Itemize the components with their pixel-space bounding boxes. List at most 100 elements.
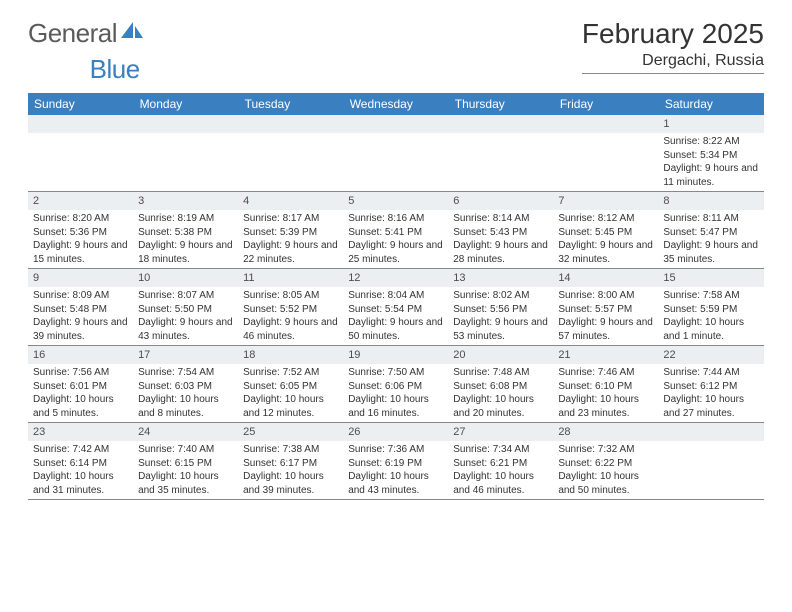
day-detail: Sunrise: 8:12 AMSunset: 5:45 PMDaylight:… [553,210,658,268]
sunrise-text: Sunrise: 8:12 AM [558,212,653,226]
day-detail: Sunrise: 7:58 AMSunset: 5:59 PMDaylight:… [658,287,763,345]
calendar-empty-cell [238,115,343,192]
weekday-header: Friday [553,93,658,115]
daylight-text: Daylight: 9 hours and 11 minutes. [663,162,758,189]
daylight-text: Daylight: 10 hours and 20 minutes. [453,393,548,420]
day-detail: Sunrise: 8:17 AMSunset: 5:39 PMDaylight:… [238,210,343,268]
day-detail: Sunrise: 7:36 AMSunset: 6:19 PMDaylight:… [343,441,448,499]
day-number: 26 [343,423,448,441]
day-number: 7 [553,192,658,210]
day-number: 3 [133,192,238,210]
day-detail: Sunrise: 8:09 AMSunset: 5:48 PMDaylight:… [28,287,133,345]
day-number: 16 [28,346,133,364]
day-number: 10 [133,269,238,287]
sunset-text: Sunset: 5:41 PM [348,226,443,240]
day-detail [28,133,133,191]
daylight-text: Daylight: 9 hours and 25 minutes. [348,239,443,266]
day-detail: Sunrise: 7:32 AMSunset: 6:22 PMDaylight:… [553,441,658,499]
sunset-text: Sunset: 6:15 PM [138,457,233,471]
day-detail: Sunrise: 8:05 AMSunset: 5:52 PMDaylight:… [238,287,343,345]
day-number: 6 [448,192,553,210]
sunrise-text: Sunrise: 8:02 AM [453,289,548,303]
day-number: 9 [28,269,133,287]
daylight-text: Daylight: 10 hours and 27 minutes. [663,393,758,420]
calendar-day-cell: 20Sunrise: 7:48 AMSunset: 6:08 PMDayligh… [448,346,553,423]
calendar-day-cell: 12Sunrise: 8:04 AMSunset: 5:54 PMDayligh… [343,269,448,346]
calendar-day-cell: 21Sunrise: 7:46 AMSunset: 6:10 PMDayligh… [553,346,658,423]
sunset-text: Sunset: 5:59 PM [663,303,758,317]
day-number: 2 [28,192,133,210]
day-detail: Sunrise: 8:11 AMSunset: 5:47 PMDaylight:… [658,210,763,268]
day-number: 5 [343,192,448,210]
day-number: 22 [658,346,763,364]
day-number: 18 [238,346,343,364]
daylight-text: Daylight: 10 hours and 50 minutes. [558,470,653,497]
sunrise-text: Sunrise: 8:07 AM [138,289,233,303]
daylight-text: Daylight: 10 hours and 46 minutes. [453,470,548,497]
sunrise-text: Sunrise: 8:20 AM [33,212,128,226]
day-number: 28 [553,423,658,441]
calendar-head: SundayMondayTuesdayWednesdayThursdayFrid… [28,93,764,115]
sunrise-text: Sunrise: 8:19 AM [138,212,233,226]
sunset-text: Sunset: 6:19 PM [348,457,443,471]
day-detail: Sunrise: 8:22 AMSunset: 5:34 PMDaylight:… [658,133,763,191]
day-detail: Sunrise: 7:44 AMSunset: 6:12 PMDaylight:… [658,364,763,422]
sunset-text: Sunset: 5:52 PM [243,303,338,317]
daylight-text: Daylight: 9 hours and 39 minutes. [33,316,128,343]
sunset-text: Sunset: 6:17 PM [243,457,338,471]
day-number: 4 [238,192,343,210]
daylight-text: Daylight: 9 hours and 43 minutes. [138,316,233,343]
sunrise-text: Sunrise: 7:32 AM [558,443,653,457]
day-detail: Sunrise: 7:56 AMSunset: 6:01 PMDaylight:… [28,364,133,422]
calendar-day-cell: 14Sunrise: 8:00 AMSunset: 5:57 PMDayligh… [553,269,658,346]
calendar-day-cell: 1Sunrise: 8:22 AMSunset: 5:34 PMDaylight… [658,115,763,192]
sunset-text: Sunset: 6:01 PM [33,380,128,394]
day-detail: Sunrise: 7:42 AMSunset: 6:14 PMDaylight:… [28,441,133,499]
day-number: 12 [343,269,448,287]
logo-text-2: Blue [90,54,140,85]
daylight-text: Daylight: 10 hours and 12 minutes. [243,393,338,420]
calendar-day-cell: 22Sunrise: 7:44 AMSunset: 6:12 PMDayligh… [658,346,763,423]
calendar-day-cell: 11Sunrise: 8:05 AMSunset: 5:52 PMDayligh… [238,269,343,346]
calendar-day-cell: 23Sunrise: 7:42 AMSunset: 6:14 PMDayligh… [28,423,133,500]
sunrise-text: Sunrise: 7:52 AM [243,366,338,380]
month-title: February 2025 [582,18,764,50]
calendar-day-cell: 10Sunrise: 8:07 AMSunset: 5:50 PMDayligh… [133,269,238,346]
calendar-week-row: 2 Sunrise: 8:20 AMSunset: 5:36 PM Daylight… [28,192,764,269]
sunset-text: Sunset: 5:34 PM [663,149,758,163]
daylight-text: Daylight: 10 hours and 35 minutes. [138,470,233,497]
day-number [448,115,553,133]
daylight-text: Daylight: 9 hours and 35 minutes. [663,239,758,266]
day-detail: Sunrise: 7:40 AMSunset: 6:15 PMDaylight:… [133,441,238,499]
day-detail: Sunrise: 7:38 AMSunset: 6:17 PMDaylight:… [238,441,343,499]
day-number [238,115,343,133]
daylight-text: Daylight: 10 hours and 8 minutes. [138,393,233,420]
day-detail: Sunrise: 8:14 AMSunset: 5:43 PMDaylight:… [448,210,553,268]
calendar-day-cell: 19Sunrise: 7:50 AMSunset: 6:06 PMDayligh… [343,346,448,423]
daylight-text: Daylight: 10 hours and 5 minutes. [33,393,128,420]
sunset-text: Sunset: 6:05 PM [243,380,338,394]
weekday-header: Saturday [658,93,763,115]
calendar-day-cell: 18 Sunrise: 7:52 AMSunset: 6:05 PMDayligh… [238,346,343,423]
weekday-header: Sunday [28,93,133,115]
sunset-text: Sunset: 5:48 PM [33,303,128,317]
weekday-header: Monday [133,93,238,115]
day-number: 8 [658,192,763,210]
calendar-day-cell: 13Sunrise: 8:02 AMSunset: 5:56 PMDayligh… [448,269,553,346]
calendar-day-cell: 27Sunrise: 7:34 AMSunset: 6:21 PMDayligh… [448,423,553,500]
daylight-text: Daylight: 9 hours and 53 minutes. [453,316,548,343]
sunrise-text: Sunrise: 8:14 AM [453,212,548,226]
day-number: 24 [133,423,238,441]
calendar-day-cell: 9Sunrise: 8:09 AMSunset: 5:48 PMDaylight… [28,269,133,346]
daylight-text: Daylight: 9 hours and 18 minutes. [138,239,233,266]
day-detail: Sunrise: 8:00 AMSunset: 5:57 PMDaylight:… [553,287,658,345]
day-number: 15 [658,269,763,287]
sunset-text: Sunset: 6:22 PM [558,457,653,471]
weekday-header: Tuesday [238,93,343,115]
day-number: 17 [133,346,238,364]
calendar-day-cell: 2Sunrise: 8:20 AMSunset: 5:36 PMDaylight… [28,192,133,269]
day-detail [343,133,448,191]
sunset-text: Sunset: 5:36 PM [33,226,128,240]
calendar-day-cell: 28Sunrise: 7:32 AMSunset: 6:22 PMDayligh… [553,423,658,500]
daylight-text: Daylight: 9 hours and 57 minutes. [558,316,653,343]
